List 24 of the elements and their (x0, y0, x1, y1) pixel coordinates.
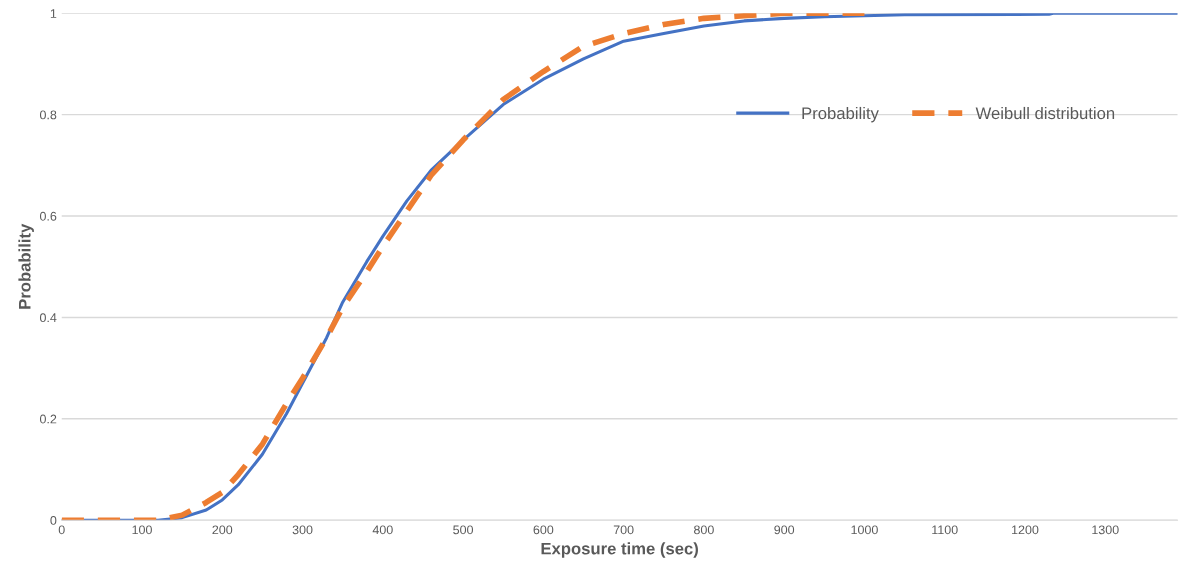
x-tick-label: 1000 (851, 525, 878, 535)
y-tick-label: 0.4 (39, 313, 57, 323)
x-tick-label: 500 (453, 525, 474, 535)
x-tick-label: 800 (694, 525, 714, 535)
legend-label: Weibull distribution (975, 106, 1115, 120)
y-tick-label: 0.6 (39, 211, 57, 221)
x-tick-label: 200 (212, 525, 233, 535)
x-tick-label: 700 (613, 525, 634, 535)
x-tick-label: 900 (774, 525, 795, 535)
x-tick-label: 1100 (932, 525, 958, 535)
x-tick-label: 1200 (1012, 525, 1039, 535)
x-tick-label: 600 (533, 525, 554, 535)
x-tick-label: 0 (58, 525, 65, 535)
y-tick-label: 0.2 (39, 414, 57, 424)
x-tick-label: 1300 (1092, 525, 1119, 535)
x-tick-label: 100 (132, 525, 152, 535)
y-tick-label: 0.8 (39, 110, 57, 120)
y-tick-label: 1 (50, 9, 57, 18)
x-tick-label: 400 (372, 525, 393, 535)
x-axis-title: Exposure time (sec) (541, 542, 698, 558)
y-tick-label: 0 (50, 516, 57, 525)
legend-label: Probability (802, 106, 879, 123)
x-tick-label: 300 (292, 525, 313, 535)
y-axis-title: Probability (18, 223, 34, 309)
